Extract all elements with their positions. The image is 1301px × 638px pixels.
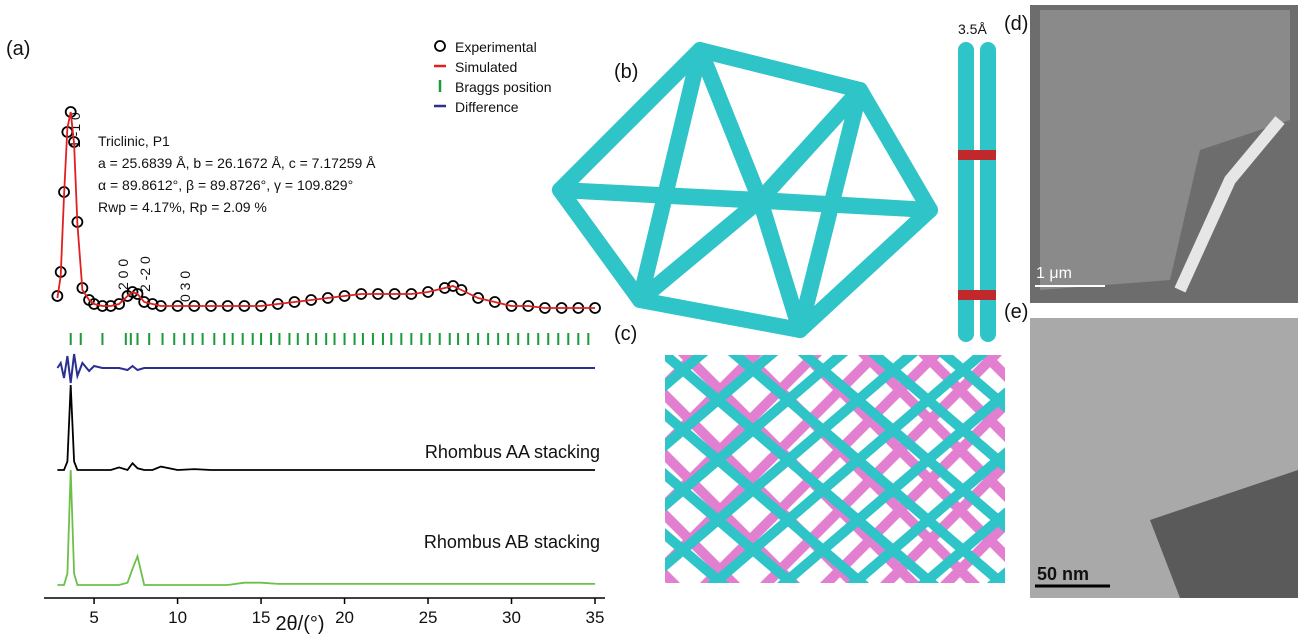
panel-label: (e) <box>1004 301 1028 323</box>
framework-c-aa <box>665 355 1005 583</box>
panel-label: (c) <box>614 323 637 345</box>
peak-label: 2 0 0 <box>115 259 131 290</box>
data-point <box>88 298 100 310</box>
data-point <box>146 298 159 310</box>
series-label: Rhombus AB stacking <box>424 532 600 552</box>
scale-label: 50 nm <box>1037 564 1089 584</box>
series-line <box>57 469 595 586</box>
x-tick-label: 20 <box>335 608 354 627</box>
cell-line: α = 89.8612°, β = 89.8726°, γ = 109.829° <box>98 177 353 193</box>
x-axis-label: 2θ/(°) <box>275 613 324 635</box>
panel-label: (d) <box>1004 13 1028 35</box>
tem-dark <box>1150 470 1298 598</box>
data-point <box>438 282 451 294</box>
x-tick-label: 25 <box>419 608 438 627</box>
data-point <box>455 284 468 296</box>
peak-label: 2 -2 0 <box>137 256 153 292</box>
series-label: Rhombus AA stacking <box>425 442 600 462</box>
scale-label: 1 μm <box>1036 265 1072 282</box>
legend-label: Braggs position <box>455 79 552 95</box>
cell-line: Triclinic, P1 <box>98 133 170 149</box>
cell-line: Rwp = 4.17%, Rp = 2.09 % <box>98 199 267 215</box>
data-point <box>472 292 485 304</box>
series-line <box>56 353 595 384</box>
peak-label: 0 3 0 <box>177 271 193 302</box>
spacing-label: 3.5Å <box>958 21 987 37</box>
cell-line: a = 25.6839 Å, b = 26.1672 Å, c = 7.1725… <box>98 155 376 171</box>
legend-label: Experimental <box>455 39 537 55</box>
legend-label: Simulated <box>455 59 517 75</box>
x-tick-label: 10 <box>168 608 187 627</box>
data-point <box>113 298 126 310</box>
data-point <box>138 296 151 308</box>
framework-side <box>958 42 996 342</box>
x-tick-label: 5 <box>89 608 98 627</box>
data-point <box>131 288 144 300</box>
legend-label: Difference <box>455 99 519 115</box>
series-line <box>57 384 595 472</box>
x-tick-label: 35 <box>586 608 605 627</box>
panel-label: (a) <box>6 38 30 60</box>
x-tick-label: 15 <box>252 608 271 627</box>
framework-b <box>552 42 938 338</box>
data-point <box>488 296 501 308</box>
x-tick-label: 30 <box>502 608 521 627</box>
cell-info: Triclinic, P1 a = 25.6839 Å, b = 26.1672… <box>98 133 376 215</box>
sem-flake <box>1040 10 1290 290</box>
sem-edge <box>1174 116 1285 293</box>
series-line <box>56 111 595 309</box>
legend-swatch <box>434 40 446 52</box>
data-point <box>51 290 64 302</box>
panel-label: (b) <box>614 61 638 83</box>
